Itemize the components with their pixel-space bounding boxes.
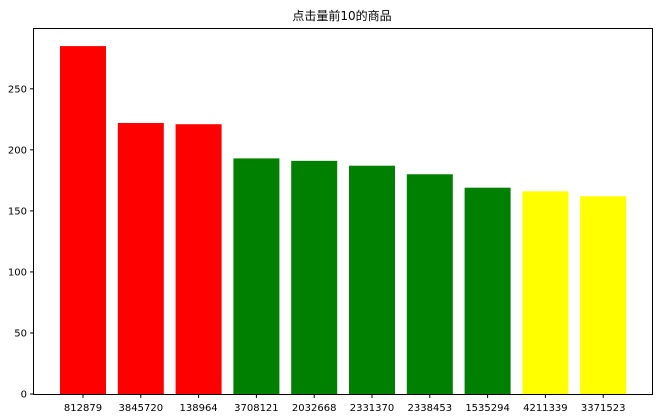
x-tick-label: 4211339	[523, 403, 568, 414]
x-tick-label: 138964	[180, 403, 218, 414]
bar-2338453	[406, 174, 453, 394]
x-tick-label: 1535294	[465, 403, 510, 414]
bars-group	[60, 46, 627, 395]
bar-138964	[175, 124, 222, 394]
y-tick-label: 150	[8, 206, 27, 217]
bar-2032668	[291, 160, 338, 394]
x-tick-label: 812879	[64, 403, 102, 414]
x-tick-label: 2032668	[292, 403, 337, 414]
plot-frame	[33, 28, 653, 395]
bar-3371523	[580, 196, 627, 394]
y-axis-ticks: 0 50 100 150 200 250	[8, 84, 34, 401]
y-tick-label: 50	[14, 328, 27, 339]
chart-title: 点击量前10的商品	[292, 8, 391, 23]
y-tick-label: 250	[8, 84, 27, 95]
bar-812879	[60, 46, 106, 395]
bar-2331370	[349, 165, 395, 394]
y-tick-label: 0	[21, 390, 27, 401]
x-tick-label: 3845720	[119, 403, 164, 414]
bar-3845720	[117, 123, 164, 394]
bar-3708121	[233, 158, 280, 394]
x-tick-label: 2338453	[408, 403, 453, 414]
y-tick-label: 200	[8, 145, 27, 156]
x-tick-label: 3708121	[234, 403, 279, 414]
x-tick-label: 2331370	[350, 403, 395, 414]
x-axis-ticks: 812879 3845720 138964 3708121 2032668 2331370…	[64, 394, 626, 414]
x-tick-label: 3371523	[581, 403, 626, 414]
bar-1535294	[464, 187, 511, 394]
bar-4211339	[522, 191, 569, 394]
y-tick-label: 100	[8, 267, 27, 278]
